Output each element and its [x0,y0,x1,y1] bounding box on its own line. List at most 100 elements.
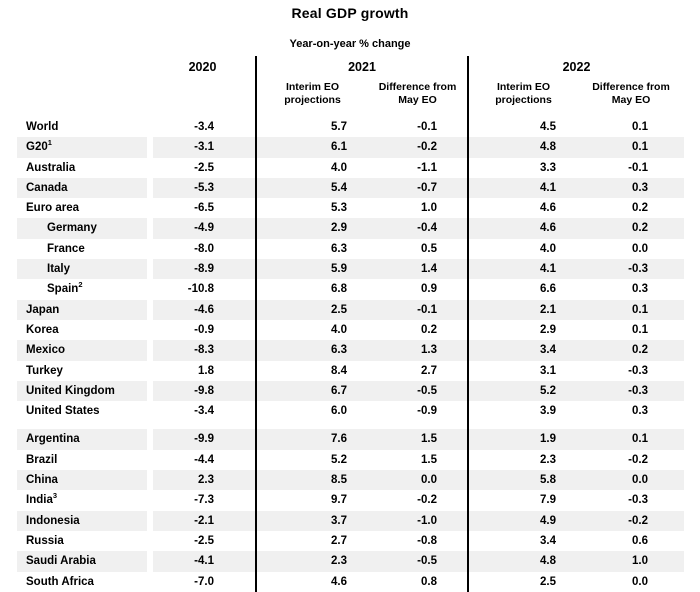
value-cell: -8.3 [150,340,256,361]
value-cell: 0.3 [632,405,648,418]
value-cell: -9.8 [150,380,256,402]
value-cell: -0.3 [628,364,648,377]
value-cell: -4.9 [150,218,256,239]
value-cell: 2.7 [421,364,437,377]
value-cell: 2.3 [150,470,256,491]
value-cell: 6.0 [255,401,368,422]
value-cell: 0.0 [368,470,468,491]
value-cell: 2.3 [255,551,368,572]
value-cell: -2.1 [150,510,256,531]
value-cell: 7.9 [467,490,578,511]
table-row: Mexico -8.3 6.3 1.3 3.4 0.2 [17,340,684,361]
country-name: Russia [26,534,64,547]
value-cell: 2.9 [467,319,578,341]
value-cell: -0.2 [417,494,437,507]
value-cell: 3.1 [467,360,578,381]
value-cell: 1.0 [421,202,437,215]
country-name: Euro area [26,202,80,215]
value-cell: -0.4 [368,218,468,239]
value-cell: -6.5 [194,202,214,215]
table-row: G201 -3.1 6.1 -0.2 4.8 0.1 [17,137,684,158]
value-cell: -0.2 [368,137,468,158]
col-header-2021-difference: Difference from May EO [378,81,457,106]
country-name: United Kingdom [26,384,115,397]
country-name: Indonesia [26,514,80,527]
value-cell: 6.8 [255,279,368,300]
year-header-2022: 2022 [467,56,684,78]
country-label: Italy [17,259,153,280]
value-cell: 4.1 [467,259,578,280]
country-name: Turkey [26,364,63,377]
value-cell: 6.3 [255,238,368,260]
value-cell: -4.6 [150,299,256,320]
table-row: France -8.0 6.3 0.5 4.0 0.0 [17,238,684,260]
country-name: France [47,242,85,255]
footnote-marker: 1 [47,138,52,148]
country-label: France [17,238,153,260]
country-label: United Kingdom [17,380,153,402]
country-name: Spain [47,283,79,296]
country-name: World [26,121,59,133]
value-cell: 1.5 [421,453,437,466]
year-header-2020: 2020 [188,60,217,74]
value-cell: -10.8 [187,283,214,296]
col-header-2021-interim: Interim EO projections [255,78,368,117]
value-cell: 6.3 [255,340,368,361]
value-cell: -2.5 [194,534,214,547]
page-subtitle: Year-on-year % change [289,38,411,50]
value-cell: 4.6 [467,198,578,219]
table-row: Italy -8.9 5.9 1.4 4.1 -0.3 [17,259,684,280]
value-cell: -0.9 [417,405,437,418]
value-cell: 1.8 [198,364,214,377]
year-header-row: 2020 2021 2022 [17,56,684,78]
country-label: Japan [17,299,153,320]
value-cell: 3.4 [467,530,578,552]
label-column-header [17,56,150,78]
value-cell: 5.4 [255,177,368,199]
value-cell: 1.9 [467,429,578,450]
country-label: Indonesia [17,510,153,531]
value-cell: 4.8 [467,551,578,572]
country-label: World [17,117,153,138]
value-cell: -0.1 [417,121,437,133]
table-row: Indonesia -2.1 3.7 -1.0 4.9 -0.2 [17,510,684,531]
country-name: China [26,474,58,487]
value-cell: 5.8 [467,470,578,491]
value-cell: 4.0 [255,157,368,178]
value-cell: 6.1 [255,137,368,158]
country-name: United States [26,405,100,418]
gdp-growth-table: 2020 2021 2022 Interim EO projections Di… [17,56,684,592]
table-row: Brazil -4.4 5.2 1.5 2.3 -0.2 [17,449,684,471]
country-label: Canada [17,177,153,199]
gap-cell [17,421,150,430]
value-cell: 2.7 [255,530,368,552]
value-cell: -8.9 [150,259,256,280]
value-cell: 0.0 [632,242,648,255]
country-label: Euro area [17,198,153,219]
value-cell: 4.9 [467,510,578,531]
value-cell: -0.1 [628,161,648,174]
value-cell: -0.9 [194,323,214,336]
value-cell: 0.3 [578,177,684,199]
value-cell: 4.5 [467,117,578,138]
value-cell: 0.8 [421,575,437,588]
value-cell: 5.9 [255,259,368,280]
empty-header-cell [150,78,256,117]
value-cell: 4.6 [255,571,368,592]
value-cell: 1.0 [578,551,684,572]
value-cell: -5.3 [150,177,256,199]
value-cell: 2.9 [255,218,368,239]
table-row: India3 -7.3 9.7 -0.2 7.9 -0.3 [17,490,684,511]
country-name: Brazil [26,453,58,466]
country-label: Turkey [17,360,153,381]
table-row: World -3.4 5.7 -0.1 4.5 0.1 [17,117,684,138]
table-row: Russia -2.5 2.7 -0.8 3.4 0.6 [17,530,684,552]
table-row: Saudi Arabia -4.1 2.3 -0.5 4.8 1.0 [17,551,684,572]
value-cell: 4.6 [467,218,578,239]
country-label: Brazil [17,449,153,471]
value-cell: 0.1 [632,121,648,133]
year-header-2021: 2021 [255,56,468,78]
value-cell: 2.1 [467,299,578,320]
value-cell: 5.2 [255,449,368,471]
